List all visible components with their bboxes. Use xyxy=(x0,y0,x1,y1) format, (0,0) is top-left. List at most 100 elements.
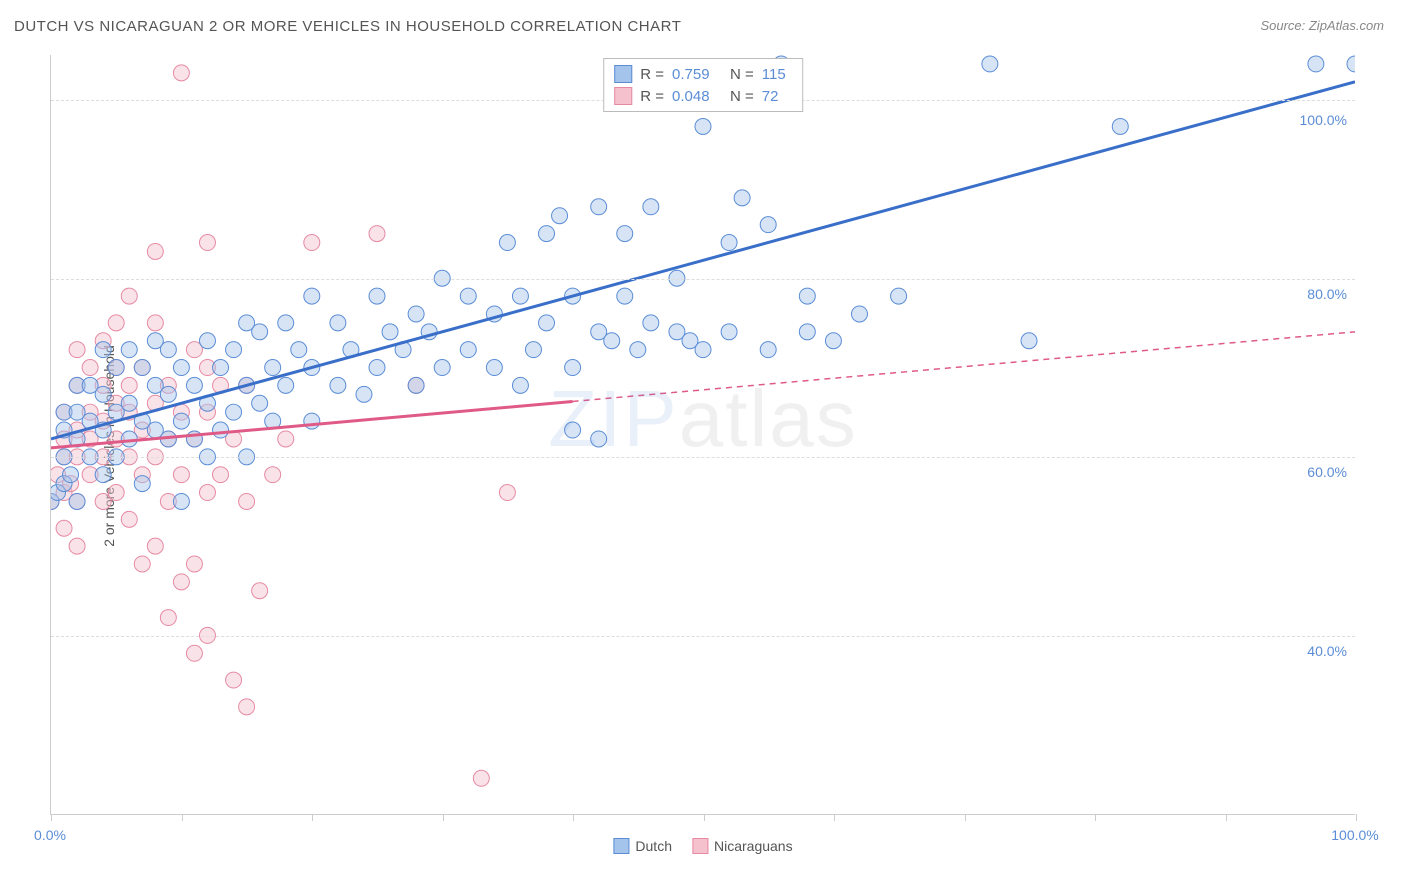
scatter-point xyxy=(330,315,346,331)
scatter-point xyxy=(825,333,841,349)
scatter-point xyxy=(734,190,750,206)
legend-swatch xyxy=(692,838,708,854)
scatter-point xyxy=(499,485,515,501)
scatter-point xyxy=(63,467,79,483)
x-tick xyxy=(1095,814,1096,821)
scatter-point xyxy=(512,288,528,304)
x-tick xyxy=(182,814,183,821)
scatter-point xyxy=(95,386,111,402)
scatter-point xyxy=(69,493,85,509)
scatter-point xyxy=(69,342,85,358)
scatter-point xyxy=(69,538,85,554)
scatter-point xyxy=(95,467,111,483)
x-tick xyxy=(573,814,574,821)
scatter-point xyxy=(499,235,515,251)
chart-title: DUTCH VS NICARAGUAN 2 OR MORE VEHICLES I… xyxy=(14,18,681,35)
scatter-point xyxy=(799,324,815,340)
legend-swatch xyxy=(613,838,629,854)
x-tick xyxy=(443,814,444,821)
n-label: N = xyxy=(730,88,754,105)
scatter-point xyxy=(160,386,176,402)
source-attribution: Source: ZipAtlas.com xyxy=(1260,18,1384,33)
x-tick xyxy=(51,814,52,821)
scatter-point xyxy=(173,65,189,81)
y-tick-label: 60.0% xyxy=(1307,464,1347,480)
scatter-point xyxy=(173,493,189,509)
scatter-point xyxy=(121,342,137,358)
scatter-point xyxy=(369,288,385,304)
legend-item: Nicaraguans xyxy=(692,838,793,854)
scatter-point xyxy=(591,199,607,215)
scatter-point xyxy=(213,360,229,376)
scatter-point xyxy=(369,226,385,242)
scatter-plot-svg xyxy=(51,55,1355,814)
x-tick xyxy=(704,814,705,821)
scatter-point xyxy=(643,315,659,331)
scatter-point xyxy=(199,235,215,251)
scatter-point xyxy=(160,342,176,358)
x-tick xyxy=(312,814,313,821)
trend-line xyxy=(51,82,1355,439)
n-label: N = xyxy=(730,66,754,83)
scatter-point xyxy=(239,493,255,509)
scatter-point xyxy=(226,342,242,358)
scatter-point xyxy=(721,324,737,340)
scatter-point xyxy=(173,574,189,590)
scatter-point xyxy=(265,467,281,483)
scatter-point xyxy=(186,556,202,572)
scatter-point xyxy=(721,235,737,251)
scatter-point xyxy=(304,288,320,304)
r-label: R = xyxy=(640,88,664,105)
scatter-point xyxy=(121,288,137,304)
scatter-point xyxy=(565,360,581,376)
scatter-point xyxy=(630,342,646,358)
scatter-point xyxy=(134,476,150,492)
x-tick xyxy=(965,814,966,821)
r-value: 0.759 xyxy=(672,66,722,83)
scatter-point xyxy=(199,485,215,501)
scatter-point xyxy=(186,377,202,393)
legend-label: Nicaraguans xyxy=(714,838,793,854)
scatter-point xyxy=(239,699,255,715)
correlation-row: R =0.759N =115 xyxy=(614,63,792,85)
scatter-point xyxy=(408,306,424,322)
scatter-point xyxy=(617,226,633,242)
x-tick-label: 100.0% xyxy=(1331,827,1378,843)
n-value: 115 xyxy=(762,66,792,83)
series-legend: DutchNicaraguans xyxy=(613,838,792,854)
correlation-legend: R =0.759N =115R =0.048N =72 xyxy=(603,58,803,112)
scatter-point xyxy=(695,342,711,358)
scatter-point xyxy=(134,556,150,572)
scatter-point xyxy=(591,431,607,447)
scatter-point xyxy=(134,360,150,376)
scatter-point xyxy=(382,324,398,340)
scatter-point xyxy=(565,422,581,438)
scatter-point xyxy=(173,413,189,429)
scatter-point xyxy=(539,315,555,331)
scatter-point xyxy=(147,243,163,259)
scatter-point xyxy=(226,672,242,688)
scatter-point xyxy=(199,333,215,349)
scatter-point xyxy=(460,288,476,304)
scatter-point xyxy=(760,342,776,358)
scatter-point xyxy=(695,118,711,134)
scatter-point xyxy=(95,342,111,358)
scatter-point xyxy=(226,404,242,420)
grid-line xyxy=(51,279,1355,280)
scatter-point xyxy=(539,226,555,242)
scatter-point xyxy=(82,360,98,376)
scatter-point xyxy=(1112,118,1128,134)
scatter-point xyxy=(799,288,815,304)
scatter-point xyxy=(356,386,372,402)
scatter-point xyxy=(160,610,176,626)
x-tick xyxy=(1226,814,1227,821)
grid-line xyxy=(51,457,1355,458)
scatter-point xyxy=(121,395,137,411)
scatter-point xyxy=(186,645,202,661)
x-tick-label: 0.0% xyxy=(34,827,66,843)
scatter-point xyxy=(147,538,163,554)
scatter-point xyxy=(486,360,502,376)
scatter-point xyxy=(278,431,294,447)
scatter-point xyxy=(213,422,229,438)
scatter-point xyxy=(604,333,620,349)
